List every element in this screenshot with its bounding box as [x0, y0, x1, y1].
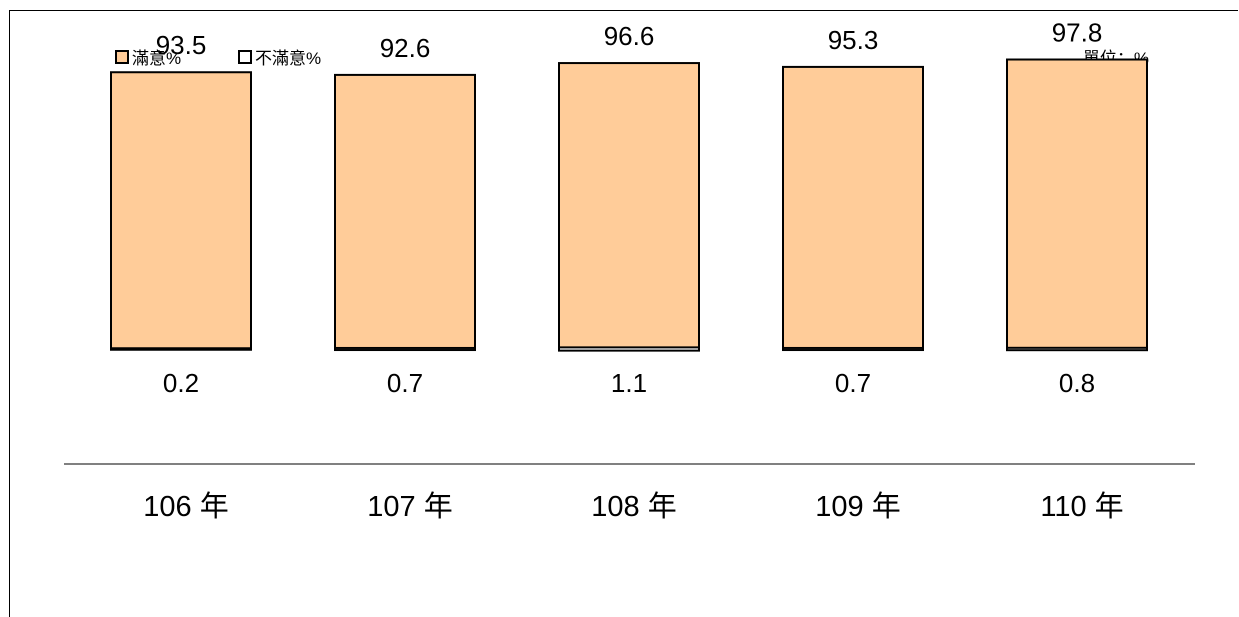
value-label-satisfied: 95.3: [828, 25, 879, 55]
bar-satisfied: [1006, 58, 1148, 351]
bar-dissatisfied: [1006, 346, 1148, 352]
value-label-dissatisfied: 0.2: [163, 368, 199, 398]
bar-dissatisfied: [110, 347, 252, 351]
bar-dissatisfied: [334, 346, 476, 352]
value-label-satisfied: 92.6: [380, 33, 431, 63]
value-label-satisfied: 93.5: [156, 30, 207, 60]
legend-label-dissatisfied: 不滿意%: [255, 49, 322, 68]
bar-satisfied: [558, 62, 700, 351]
bar-dissatisfied: [782, 346, 924, 352]
legend-item-satisfied: 滿意%: [115, 44, 181, 69]
value-label-dissatisfied: 0.7: [387, 368, 423, 398]
value-label-satisfied: 96.6: [604, 21, 655, 51]
legend-swatch-satisfied: [115, 49, 129, 64]
bar-satisfied: [782, 65, 924, 351]
x-tick-label: 108 年: [591, 490, 676, 523]
bar-satisfied: [334, 73, 476, 351]
x-tick-label: 106 年: [143, 490, 228, 523]
legend-swatch-dissatisfied: [238, 49, 252, 64]
value-label-dissatisfied: 0.7: [835, 368, 871, 398]
x-tick-label: 107 年: [367, 490, 452, 523]
bar-dissatisfied: [558, 346, 700, 352]
x-tick-label: 110 年: [1040, 490, 1123, 523]
x-tick-label: 109 年: [815, 490, 900, 523]
bar-satisfied: [110, 71, 252, 351]
legend-label-satisfied: 滿意%: [132, 49, 182, 68]
value-label-dissatisfied: 0.8: [1059, 368, 1095, 398]
chart-frame: [9, 10, 1238, 617]
value-label-dissatisfied: 1.1: [611, 368, 647, 398]
value-label-satisfied: 97.8: [1052, 18, 1103, 48]
legend-item-dissatisfied: 不滿意%: [238, 44, 321, 69]
